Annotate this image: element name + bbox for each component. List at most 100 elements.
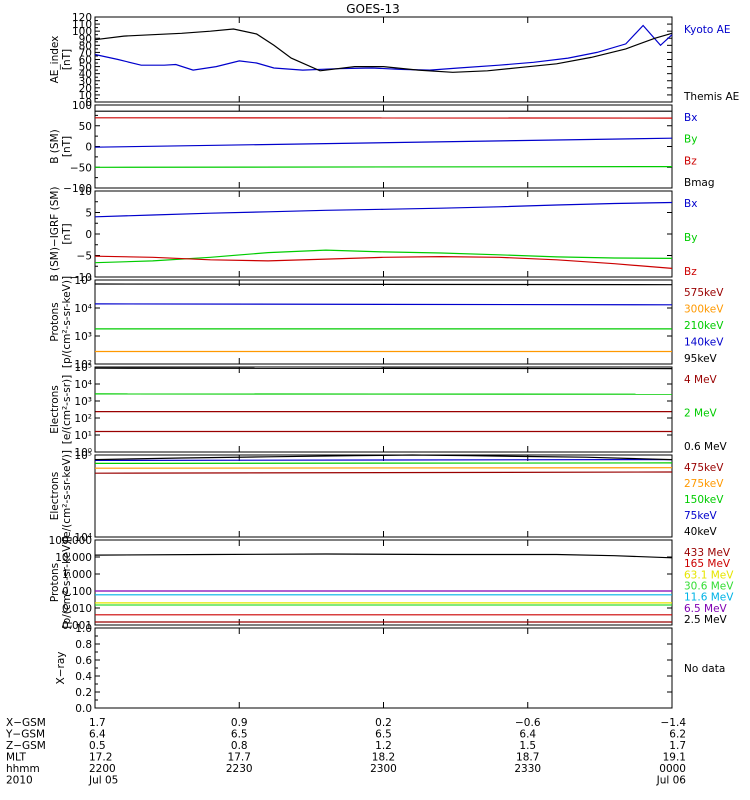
ephemeris-label-mlt: MLT — [6, 752, 26, 764]
y-tick-label: 0.8 — [75, 639, 92, 651]
ephemeris-value: 1.2 — [375, 740, 392, 752]
series-line-2-5-mev — [94, 553, 673, 559]
y-axis-label: [e/(cm²-s-sr)] — [61, 375, 73, 444]
panel-7: 0.001 0.010 0.100 1.000 10.000 100.000 Protons… — [49, 535, 735, 632]
y-tick-label: 5 — [85, 208, 92, 220]
legend-by: By — [684, 232, 697, 244]
y-tick-label: 10³ — [74, 331, 92, 343]
y-tick-label: 120 — [72, 12, 92, 24]
y-tick-label: 10⁴ — [74, 303, 92, 315]
y-tick-label: 90 — [79, 33, 92, 45]
ephemeris-value: 1.7 — [669, 740, 686, 752]
ephemeris-value: 6.5 — [375, 729, 392, 741]
panel-frame — [94, 627, 673, 709]
no-data-note: No data — [684, 663, 725, 675]
ephemeris-value: 19.1 — [663, 752, 686, 764]
series-line-75kev — [94, 459, 673, 461]
y-tick-label: −10 — [70, 272, 92, 284]
legend-2-5-mev: 2.5 MeV — [684, 614, 728, 626]
ephemeris-label-2010: 2010 — [6, 775, 33, 787]
y-tick-label: 0 — [85, 97, 92, 109]
ephemeris-value: 6.2 — [669, 729, 686, 741]
y-axis-label: Electrons — [49, 385, 61, 434]
y-tick-label: 0.2 — [75, 687, 92, 699]
y-tick-label: 0.6 — [75, 655, 92, 667]
series-line-bx — [94, 137, 673, 148]
y-axis-label: AE_index — [49, 36, 61, 84]
series-line-475kev — [94, 471, 673, 474]
y-tick-label: 60 — [79, 55, 92, 67]
legend-2-mev: 2 MeV — [684, 408, 718, 420]
ephemeris-value: 0.5 — [89, 740, 106, 752]
panel-frame — [94, 16, 673, 103]
legend-bz: Bz — [684, 155, 697, 167]
legend-bmag: Bmag — [684, 177, 715, 189]
ephemeris-value: 2230 — [226, 763, 253, 775]
y-tick-label: 10² — [74, 413, 92, 425]
ephemeris-value: −1.4 — [661, 717, 687, 729]
y-tick-label: 10³ — [74, 396, 92, 408]
y-tick-label: 0 — [85, 142, 92, 154]
ephemeris-value: 18.7 — [516, 752, 539, 764]
panel-frame — [94, 366, 673, 453]
series-line-40kev — [94, 454, 673, 461]
legend-by: By — [684, 134, 697, 146]
y-tick-label: 0.100 — [62, 586, 92, 598]
y-tick-label: 10⁰ — [74, 447, 92, 459]
y-axis-label: [p/(cm²-s-sr-keV)] — [61, 536, 73, 628]
ephemeris-value: −0.6 — [515, 717, 541, 729]
y-tick-label: −5 — [77, 251, 92, 263]
y-tick-label: 10⁴ — [74, 379, 92, 391]
ephemeris-value: 1.7 — [89, 717, 106, 729]
y-axis-label: [nT] — [61, 223, 73, 244]
legend-40kev: 40keV — [684, 526, 718, 538]
legend-150kev: 150keV — [684, 494, 724, 506]
legend-300kev: 300keV — [684, 304, 724, 316]
y-tick-label: 30 — [79, 76, 92, 88]
series-line-140kev — [94, 303, 673, 306]
y-tick-label: 10⁵ — [74, 275, 92, 287]
y-tick-label: 0.0 — [75, 703, 92, 715]
y-axis-label: B (SM) — [49, 129, 61, 163]
y-tick-label: 0 — [85, 229, 92, 241]
legend-475kev: 475keV — [684, 462, 724, 474]
y-axis-label: [e/(cm²-s-sr-keV)] — [61, 450, 73, 542]
ephemeris-value: 2330 — [514, 763, 541, 775]
figure-title: GOES-13 — [346, 2, 400, 16]
panel-6: 10⁴ 10⁵ Electrons [e/(cm²-s-sr-keV)] 475keV 2… — [49, 450, 724, 544]
panel-4: 10² 10³ 10⁴ 10⁵ Protons [p/(cm²-s-sr-keV)] 575… — [49, 275, 724, 413]
y-tick-label: 10⁵ — [74, 362, 92, 374]
y-axis-label: Electrons — [49, 472, 61, 521]
y-tick-label: 40 — [79, 69, 92, 81]
y-tick-label: 10² — [74, 359, 92, 371]
legend-6-5-mev: 6.5 MeV — [684, 603, 728, 615]
ephemeris-value: 2300 — [370, 763, 397, 775]
ephemeris-value: 6.4 — [519, 729, 536, 741]
y-tick-label: 70 — [79, 47, 92, 59]
ephemeris-value: Jul 06 — [656, 775, 687, 787]
legend-433-mev: 433 MeV — [684, 547, 731, 559]
ephemeris-label-y-gsm: Y−GSM — [5, 729, 45, 741]
y-tick-label: 100 — [72, 26, 92, 38]
y-axis-label: Protons — [49, 302, 61, 341]
series-line-275kev — [94, 467, 673, 469]
y-tick-label: 10 — [79, 90, 92, 102]
y-tick-label: −100 — [63, 183, 92, 195]
panel-5: 10⁰ 10¹ 10² 10³ 10⁴ 10⁵ Electrons [e/(cm²-s-sr)… — [49, 362, 728, 459]
panel-3: −10 −5 0 5 10 B (SM)−IGRF (SM) [nT] Bx By Bz — [49, 186, 697, 284]
ephemeris-label-hhmm: hhmm — [6, 763, 40, 775]
legend-575kev: 575keV — [684, 287, 724, 299]
ephemeris-value: 0000 — [659, 763, 686, 775]
y-tick-label: 110 — [72, 19, 92, 31]
series-line-bx — [94, 201, 673, 218]
ephemeris-label-z-gsm: Z−GSM — [6, 740, 46, 752]
y-tick-label: 0.001 — [62, 620, 92, 632]
series-line-kyoto-ae — [94, 24, 673, 71]
legend-4-mev: 4 MeV — [684, 374, 718, 386]
y-tick-label: 20 — [79, 83, 92, 95]
series-line-by — [94, 249, 673, 264]
ephemeris-table: X−GSM 1.7 0.9 0.2 −0.6 −1.4 Y−GSM 6.4 6.5 6.5 6.4 6… — [5, 717, 686, 787]
